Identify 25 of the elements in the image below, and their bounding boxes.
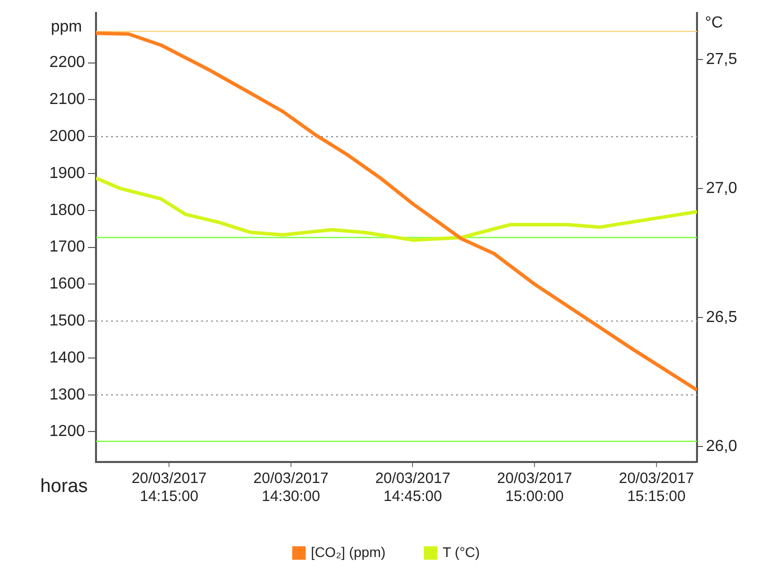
y-tick-label: 2100 <box>49 91 86 108</box>
y-tick-label: 1700 <box>49 238 86 256</box>
y-tick-label: 1900 <box>49 164 86 182</box>
y2-tick-label: 26,0 <box>706 438 738 455</box>
y2-tick-label: 26,5 <box>706 308 738 326</box>
y2-axis-title: °C <box>705 14 723 32</box>
x-axis-title: horas <box>40 476 88 498</box>
x-tick-label: 20/03/2017 15:15:00 <box>618 470 694 506</box>
y-tick-label: 1300 <box>49 386 86 404</box>
legend-label: [CO₂] (ppm) <box>310 544 386 560</box>
y-tick-label: 2000 <box>49 128 86 145</box>
x-tick-label: 20/03/2017 14:30:00 <box>253 470 328 506</box>
x-tick-label: 20/03/2017 14:45:00 <box>375 470 450 506</box>
y-tick-label: 2200 <box>49 54 86 72</box>
y2-tick-label: 27,0 <box>706 180 738 197</box>
y-tick-label: 1400 <box>49 349 86 366</box>
legend-label: T (°C) <box>442 544 480 560</box>
y-tick-label: 1500 <box>49 312 86 330</box>
y2-tick-label: 27,5 <box>706 50 738 68</box>
y-axis-title: ppm <box>50 18 82 36</box>
x-tick-label: 20/03/2017 15:00:00 <box>497 470 572 506</box>
y-tick-label: 1600 <box>49 276 86 293</box>
y-tick-label: 1200 <box>49 423 86 440</box>
x-tick-label: 20/03/2017 14:15:00 <box>132 470 207 506</box>
y-tick-label: 1800 <box>49 202 86 219</box>
